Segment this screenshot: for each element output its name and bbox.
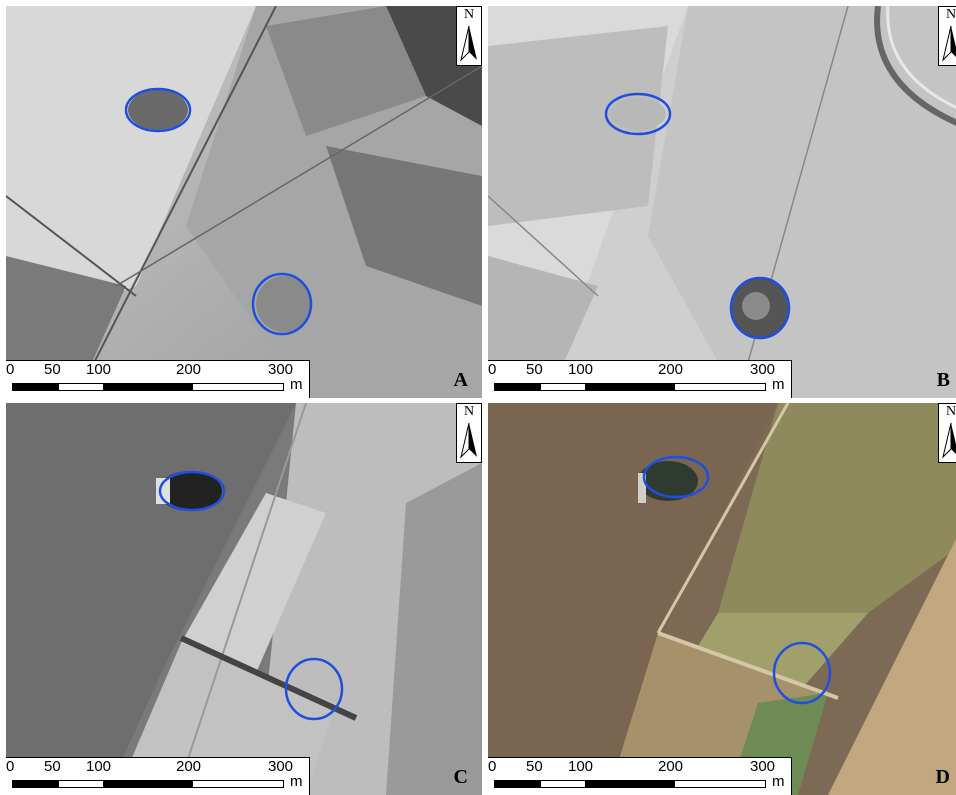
north-label: N bbox=[945, 7, 956, 22]
scale-tick: 200 bbox=[176, 758, 202, 775]
scale-tick: 100 bbox=[86, 758, 112, 775]
map-panel-b: N 0 50 100 200 300 m B bbox=[488, 6, 956, 398]
scale-tick: 200 bbox=[176, 361, 202, 378]
north-arrow-icon bbox=[942, 422, 956, 459]
highlight-overlay-c bbox=[158, 470, 344, 721]
highlight-overlay-b bbox=[604, 92, 791, 340]
scale-bar-graphic bbox=[494, 780, 766, 788]
feature-outline bbox=[124, 87, 192, 133]
scale-tick: 100 bbox=[568, 758, 594, 775]
scale-bar-graphic bbox=[12, 780, 284, 788]
north-label: N bbox=[463, 7, 475, 22]
scale-tick: 200 bbox=[658, 758, 684, 775]
scale-tick: 0 bbox=[6, 758, 15, 775]
scale-tick: 300 bbox=[268, 361, 294, 378]
scale-bar-graphic bbox=[494, 383, 766, 391]
feature-outline bbox=[642, 455, 710, 499]
feature-outline bbox=[604, 92, 672, 136]
map-panel-d: N 0 50 100 200 300 m D bbox=[488, 403, 956, 795]
north-label: N bbox=[945, 404, 956, 419]
north-arrow: N bbox=[938, 6, 956, 66]
scale-bar-graphic bbox=[12, 383, 284, 391]
scale-tick: 300 bbox=[268, 758, 294, 775]
map-panel-a: N 0 50 100 200 300 m A bbox=[6, 6, 482, 398]
scale-tick: 200 bbox=[658, 361, 684, 378]
highlight-overlay-a bbox=[124, 87, 313, 336]
scale-tick: 300 bbox=[750, 758, 776, 775]
scale-tick: 50 bbox=[526, 758, 543, 775]
scale-bar: 0 50 100 200 300 m bbox=[6, 360, 310, 398]
map-panel-c: N 0 50 100 200 300 m C bbox=[6, 403, 482, 795]
scale-unit: m bbox=[772, 773, 785, 790]
feature-outline bbox=[772, 641, 832, 705]
north-arrow: N bbox=[938, 403, 956, 463]
scale-tick: 0 bbox=[488, 758, 497, 775]
feature-outline bbox=[729, 276, 791, 340]
scale-unit: m bbox=[290, 773, 303, 790]
north-arrow-icon bbox=[460, 25, 477, 62]
scale-bar: 0 50 100 200 300 m bbox=[6, 757, 310, 795]
north-arrow: N bbox=[456, 6, 482, 66]
feature-outline bbox=[284, 657, 344, 721]
scale-tick: 50 bbox=[44, 758, 61, 775]
scale-tick: 300 bbox=[750, 361, 776, 378]
scale-tick: 100 bbox=[568, 361, 594, 378]
scale-bar: 0 50 100 200 300 m bbox=[488, 757, 792, 795]
scale-tick: 100 bbox=[86, 361, 112, 378]
panel-label: B bbox=[936, 369, 950, 391]
scale-tick: 50 bbox=[526, 361, 543, 378]
highlight-overlay-d bbox=[642, 455, 832, 705]
scale-tick: 0 bbox=[488, 361, 497, 378]
scale-bar: 0 50 100 200 300 m bbox=[488, 360, 792, 398]
aerial-photo-b bbox=[488, 6, 956, 398]
north-arrow: N bbox=[456, 403, 482, 463]
aerial-photo-d bbox=[488, 403, 956, 795]
scale-unit: m bbox=[772, 376, 785, 393]
north-arrow-icon bbox=[942, 25, 956, 62]
panel-label: A bbox=[453, 369, 468, 391]
feature-outline bbox=[158, 470, 226, 512]
scale-tick: 0 bbox=[6, 361, 15, 378]
feature-outline bbox=[251, 272, 313, 336]
aerial-photo-c bbox=[6, 403, 482, 795]
panel-label: C bbox=[453, 766, 468, 788]
north-label: N bbox=[463, 404, 475, 419]
panel-label: D bbox=[935, 766, 950, 788]
north-arrow-icon bbox=[460, 422, 477, 459]
scale-unit: m bbox=[290, 376, 303, 393]
scale-tick: 50 bbox=[44, 361, 61, 378]
